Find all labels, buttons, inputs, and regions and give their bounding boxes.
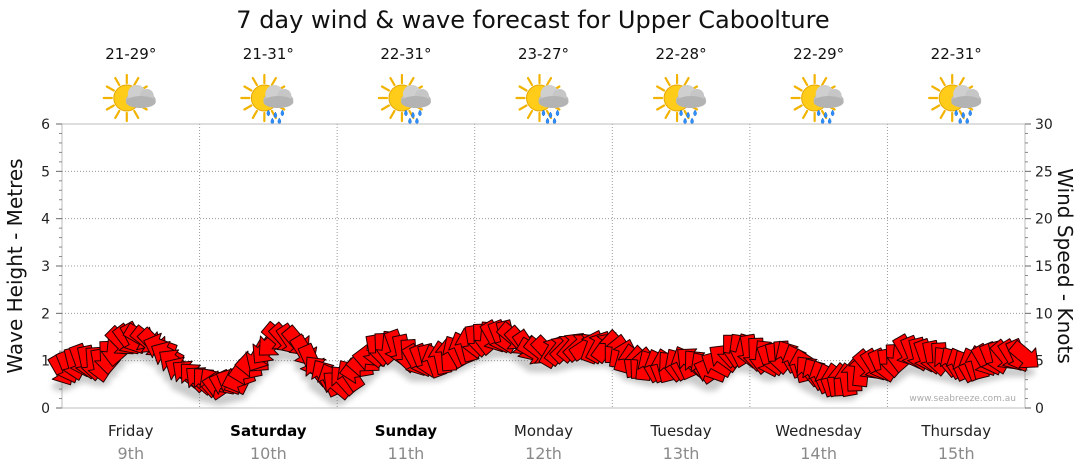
x-axis-labels: Friday 9th Saturday 10th Sunday 11th Monday 12t…: [108, 422, 991, 463]
day-label: Thursday: [920, 422, 991, 440]
right-tick-label: 0: [1035, 401, 1044, 417]
temp-range: 21-31°: [243, 45, 294, 63]
left-axis-title: Wave Height - Metres: [3, 158, 27, 373]
right-tick-label: 15: [1035, 259, 1053, 275]
date-label: 9th: [117, 444, 144, 463]
day-label: Monday: [514, 422, 573, 440]
showers-icon: [928, 73, 982, 125]
temp-range: 22-31°: [931, 45, 982, 63]
left-tick-label: 4: [41, 212, 50, 228]
date-label: 10th: [250, 444, 287, 463]
day-label: Sunday: [375, 422, 438, 440]
temp-range: 22-29°: [793, 45, 844, 63]
date-label: 13th: [663, 444, 700, 463]
right-tick-label: 25: [1035, 164, 1053, 180]
weather-icons: 21-29° 21-31° 22-31° 23-27° 22-28° 22-29° 22-3…: [102, 45, 982, 125]
showers-icon: [240, 73, 294, 125]
chart-title: 7 day wind & wave forecast for Upper Cab…: [236, 6, 829, 34]
left-tick-label: 5: [41, 164, 50, 180]
partly-cloudy-icon: [102, 73, 156, 123]
right-axis-title: Wind Speed - Knots: [1053, 168, 1077, 364]
day-label: Tuesday: [650, 422, 712, 440]
temp-range: 21-29°: [105, 45, 156, 63]
wind-arrows: [47, 319, 1039, 406]
left-axis: 0 1 2 3 4 5 6: [41, 117, 62, 417]
watermark: www.seabreeze.com.au: [909, 394, 1016, 404]
day-label: Saturday: [230, 422, 307, 440]
right-tick-label: 20: [1035, 212, 1053, 228]
right-tick-label: 30: [1035, 117, 1053, 133]
date-label: 12th: [525, 444, 562, 463]
left-tick-label: 6: [41, 117, 50, 133]
right-tick-label: 10: [1035, 306, 1053, 322]
date-label: 15th: [938, 444, 975, 463]
showers-icon: [652, 73, 707, 125]
left-tick-label: 1: [41, 354, 50, 370]
date-label: 11th: [388, 444, 425, 463]
left-tick-label: 0: [41, 401, 50, 417]
wind-arrow: [1007, 339, 1039, 369]
left-tick-label: 2: [41, 306, 50, 322]
day-label: Friday: [108, 422, 154, 440]
right-tick-label: 5: [1035, 354, 1044, 370]
grid-lines: [62, 123, 1025, 408]
showers-icon: [515, 73, 569, 125]
showers-icon: [790, 73, 844, 125]
day-label: Wednesday: [775, 422, 862, 440]
temp-range: 22-31°: [380, 45, 431, 63]
temp-range: 22-28°: [656, 45, 707, 63]
right-axis: 0 5 10 15 20 25 30: [1025, 117, 1053, 417]
left-tick-label: 3: [41, 259, 50, 275]
showers-icon: [377, 73, 431, 125]
temp-range: 23-27°: [518, 45, 569, 63]
date-label: 14th: [800, 444, 837, 463]
